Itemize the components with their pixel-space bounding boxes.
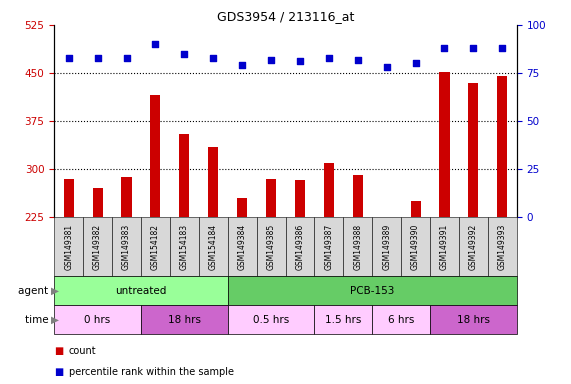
Text: GSM149391: GSM149391 xyxy=(440,223,449,270)
Bar xyxy=(150,95,160,217)
Text: GSM149381: GSM149381 xyxy=(64,223,73,270)
Point xyxy=(151,41,160,47)
Text: 18 hrs: 18 hrs xyxy=(168,314,201,325)
Bar xyxy=(381,217,392,222)
Point xyxy=(93,55,102,61)
Text: GSM149386: GSM149386 xyxy=(295,223,304,270)
Point xyxy=(208,55,218,61)
Text: GSM149392: GSM149392 xyxy=(469,223,478,270)
Point xyxy=(64,55,73,61)
Bar xyxy=(122,177,131,217)
Text: 0 hrs: 0 hrs xyxy=(85,314,111,325)
Point xyxy=(440,45,449,51)
Point xyxy=(122,55,131,61)
Text: ■: ■ xyxy=(54,346,63,356)
Bar xyxy=(353,175,363,217)
Text: GSM149384: GSM149384 xyxy=(238,223,247,270)
Bar xyxy=(266,179,276,217)
Text: untreated: untreated xyxy=(115,286,167,296)
Text: GDS3954 / 213116_at: GDS3954 / 213116_at xyxy=(217,10,354,23)
Text: count: count xyxy=(69,346,96,356)
Bar xyxy=(468,83,478,217)
Text: GSM149383: GSM149383 xyxy=(122,223,131,270)
Text: GSM149390: GSM149390 xyxy=(411,223,420,270)
Bar xyxy=(93,188,103,217)
Bar xyxy=(324,162,334,217)
Text: 1.5 hrs: 1.5 hrs xyxy=(325,314,361,325)
Bar xyxy=(295,180,305,217)
Text: time: time xyxy=(25,314,51,325)
Text: 0.5 hrs: 0.5 hrs xyxy=(253,314,289,325)
Text: GSM154184: GSM154184 xyxy=(209,223,218,270)
Bar xyxy=(179,134,190,217)
Text: GSM149393: GSM149393 xyxy=(498,223,507,270)
Point xyxy=(498,45,507,51)
Text: ▶: ▶ xyxy=(51,286,59,296)
Text: GSM149385: GSM149385 xyxy=(267,223,276,270)
Point xyxy=(382,64,391,70)
Point xyxy=(267,56,276,63)
Text: GSM154182: GSM154182 xyxy=(151,224,160,270)
Text: PCB-153: PCB-153 xyxy=(350,286,395,296)
Bar xyxy=(497,76,508,217)
Bar xyxy=(237,198,247,217)
Point xyxy=(295,58,304,65)
Text: 6 hrs: 6 hrs xyxy=(388,314,415,325)
Point xyxy=(324,55,333,61)
Point xyxy=(469,45,478,51)
Bar xyxy=(208,147,218,217)
Point xyxy=(238,62,247,68)
Point xyxy=(353,56,363,63)
Text: GSM149389: GSM149389 xyxy=(382,223,391,270)
Bar xyxy=(63,179,74,217)
Text: agent: agent xyxy=(18,286,51,296)
Point xyxy=(180,51,189,57)
Text: GSM154183: GSM154183 xyxy=(180,223,189,270)
Bar xyxy=(440,72,449,217)
Point xyxy=(411,60,420,66)
Text: ■: ■ xyxy=(54,367,63,377)
Text: GSM149382: GSM149382 xyxy=(93,223,102,270)
Text: 18 hrs: 18 hrs xyxy=(457,314,490,325)
Text: ▶: ▶ xyxy=(51,314,59,325)
Text: GSM149388: GSM149388 xyxy=(353,223,362,270)
Text: GSM149387: GSM149387 xyxy=(324,223,333,270)
Bar xyxy=(411,201,421,217)
Text: percentile rank within the sample: percentile rank within the sample xyxy=(69,367,234,377)
